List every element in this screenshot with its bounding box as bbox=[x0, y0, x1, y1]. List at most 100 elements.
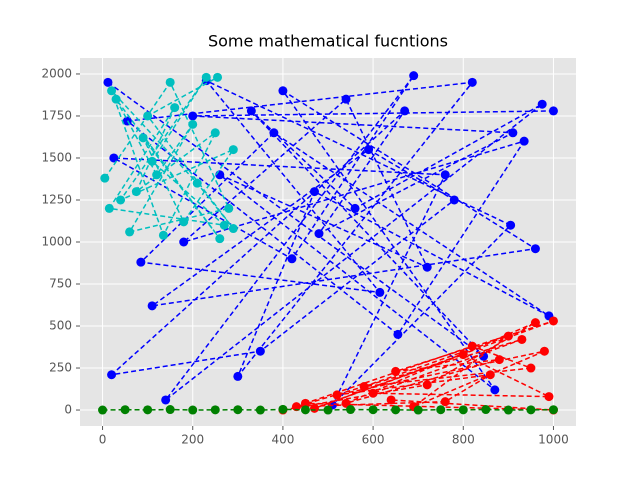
point bbox=[143, 111, 153, 121]
series-line bbox=[107, 75, 554, 406]
chart-title: Some mathematical fucntions bbox=[208, 32, 448, 51]
point bbox=[170, 103, 180, 113]
point bbox=[291, 402, 301, 412]
point bbox=[147, 301, 157, 311]
point bbox=[530, 318, 540, 328]
point bbox=[255, 405, 265, 415]
point bbox=[309, 187, 319, 197]
point bbox=[165, 405, 175, 415]
point bbox=[391, 366, 401, 376]
y-tick-label: 0 bbox=[64, 403, 72, 417]
point bbox=[467, 77, 477, 87]
point bbox=[544, 392, 554, 402]
point bbox=[314, 229, 324, 239]
point bbox=[136, 257, 146, 267]
point bbox=[391, 405, 401, 415]
point bbox=[246, 106, 256, 116]
point bbox=[309, 403, 319, 413]
point bbox=[506, 220, 516, 230]
point bbox=[233, 371, 243, 381]
point bbox=[440, 397, 450, 407]
point bbox=[548, 316, 558, 326]
point bbox=[350, 203, 360, 213]
point bbox=[188, 111, 198, 121]
point bbox=[503, 405, 513, 415]
point bbox=[210, 128, 220, 138]
point bbox=[228, 145, 238, 155]
point bbox=[368, 405, 378, 415]
point bbox=[368, 388, 378, 398]
point bbox=[422, 262, 432, 272]
point bbox=[103, 77, 113, 87]
point bbox=[147, 156, 157, 166]
point bbox=[131, 187, 141, 197]
point bbox=[393, 329, 403, 339]
x-tick-label: 800 bbox=[452, 433, 475, 447]
x-tick-label: 1000 bbox=[538, 433, 569, 447]
point bbox=[530, 244, 540, 254]
point bbox=[413, 405, 423, 415]
point bbox=[526, 405, 536, 415]
point bbox=[526, 363, 536, 373]
point bbox=[161, 395, 171, 405]
point bbox=[179, 217, 189, 227]
x-tick-label: 200 bbox=[181, 433, 204, 447]
point bbox=[109, 153, 119, 163]
point bbox=[111, 94, 121, 104]
point bbox=[287, 254, 297, 264]
point bbox=[508, 128, 518, 138]
x-tick-label: 400 bbox=[271, 433, 294, 447]
point bbox=[341, 94, 351, 104]
point bbox=[152, 170, 162, 180]
point bbox=[215, 234, 225, 244]
point bbox=[422, 380, 432, 390]
point bbox=[143, 405, 153, 415]
point bbox=[364, 145, 374, 155]
point bbox=[98, 405, 108, 415]
point bbox=[548, 405, 558, 415]
point bbox=[219, 220, 229, 230]
x-tick-label: 0 bbox=[99, 433, 107, 447]
point bbox=[436, 405, 446, 415]
y-tick-label: 1000 bbox=[41, 235, 72, 249]
point bbox=[323, 405, 333, 415]
point bbox=[210, 405, 220, 415]
point bbox=[188, 119, 198, 129]
point bbox=[537, 99, 547, 109]
point bbox=[179, 237, 189, 247]
point bbox=[107, 370, 117, 380]
point bbox=[449, 195, 459, 205]
y-tick-label: 750 bbox=[49, 277, 72, 291]
point bbox=[192, 178, 202, 188]
point bbox=[458, 405, 468, 415]
point bbox=[278, 86, 288, 96]
y-tick-label: 1250 bbox=[41, 192, 72, 206]
point bbox=[400, 106, 410, 116]
point bbox=[548, 106, 558, 116]
point bbox=[104, 203, 114, 213]
point bbox=[165, 77, 175, 87]
y-tick-label: 2000 bbox=[41, 66, 72, 80]
point bbox=[503, 331, 513, 341]
point bbox=[300, 405, 310, 415]
y-tick-label: 500 bbox=[49, 319, 72, 333]
point bbox=[116, 195, 126, 205]
point bbox=[120, 405, 130, 415]
point bbox=[278, 404, 288, 414]
point bbox=[201, 72, 211, 82]
point bbox=[386, 395, 396, 405]
point bbox=[158, 230, 168, 240]
point bbox=[481, 405, 491, 415]
point bbox=[539, 346, 549, 356]
x-tick-label: 600 bbox=[362, 433, 385, 447]
point bbox=[332, 390, 342, 400]
point bbox=[519, 136, 529, 146]
point bbox=[467, 341, 477, 351]
point bbox=[375, 287, 385, 297]
point bbox=[100, 173, 110, 183]
point bbox=[517, 334, 527, 344]
point bbox=[269, 128, 279, 138]
y-tick-label: 250 bbox=[49, 361, 72, 375]
point bbox=[213, 72, 223, 82]
